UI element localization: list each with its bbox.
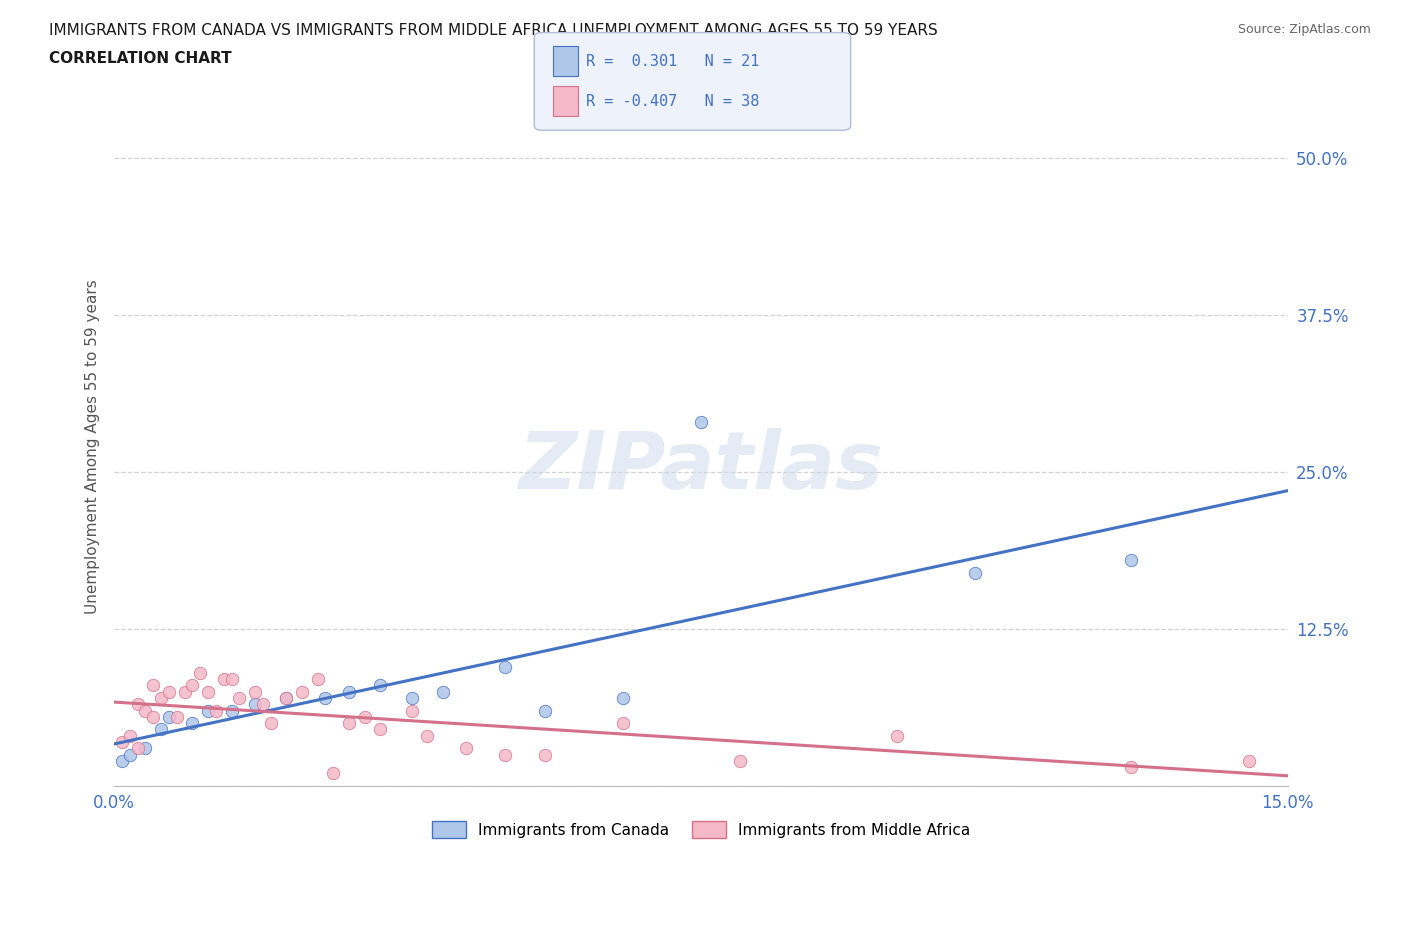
Point [118,747,141,762]
Point [252,697,274,711]
Point [337,684,360,699]
Point [212,671,235,686]
Point [612,691,634,706]
Point [166,710,188,724]
Point [142,678,165,693]
Point [276,691,298,706]
Point [150,722,173,737]
Point [221,671,243,686]
Point [157,684,180,699]
Point [432,684,454,699]
Point [963,565,986,580]
Point [134,741,156,756]
Point [291,684,314,699]
Point [205,703,228,718]
Point [416,728,439,743]
Point [533,703,555,718]
Point [243,697,266,711]
Point [322,766,344,781]
Point [533,747,555,762]
Point [612,716,634,731]
Point [353,710,375,724]
Text: CORRELATION CHART: CORRELATION CHART [49,51,232,66]
Point [314,691,336,706]
Text: R = -0.407   N = 38: R = -0.407 N = 38 [586,94,759,109]
Point [494,747,516,762]
Point [228,691,250,706]
Point [111,735,134,750]
Legend: Immigrants from Canada, Immigrants from Middle Africa: Immigrants from Canada, Immigrants from … [425,813,977,846]
Point [276,691,298,706]
Point [173,684,195,699]
Point [188,666,211,681]
Text: ZIPatlas: ZIPatlas [519,429,883,506]
Point [181,716,204,731]
Point [118,728,141,743]
Point [197,684,219,699]
Point [690,415,713,430]
Text: IMMIGRANTS FROM CANADA VS IMMIGRANTS FROM MIDDLE AFRICA UNEMPLOYMENT AMONG AGES : IMMIGRANTS FROM CANADA VS IMMIGRANTS FRO… [49,23,938,38]
Point [1121,760,1143,775]
Point [127,697,149,711]
Point [368,678,391,693]
Point [111,753,134,768]
Point [401,703,423,718]
Point [181,678,204,693]
Point [307,671,329,686]
Point [150,691,173,706]
Point [494,659,516,674]
Point [886,728,908,743]
Point [221,703,243,718]
Point [197,703,219,718]
Point [127,741,149,756]
Point [728,753,751,768]
Point [401,691,423,706]
Point [157,710,180,724]
Text: Source: ZipAtlas.com: Source: ZipAtlas.com [1237,23,1371,36]
Point [142,710,165,724]
Y-axis label: Unemployment Among Ages 55 to 59 years: Unemployment Among Ages 55 to 59 years [86,280,100,615]
Point [337,716,360,731]
Point [1237,753,1260,768]
Point [368,722,391,737]
Point [260,716,283,731]
Point [134,703,156,718]
Point [456,741,478,756]
Point [1121,552,1143,567]
Point [243,684,266,699]
Text: R =  0.301   N = 21: R = 0.301 N = 21 [586,54,759,69]
